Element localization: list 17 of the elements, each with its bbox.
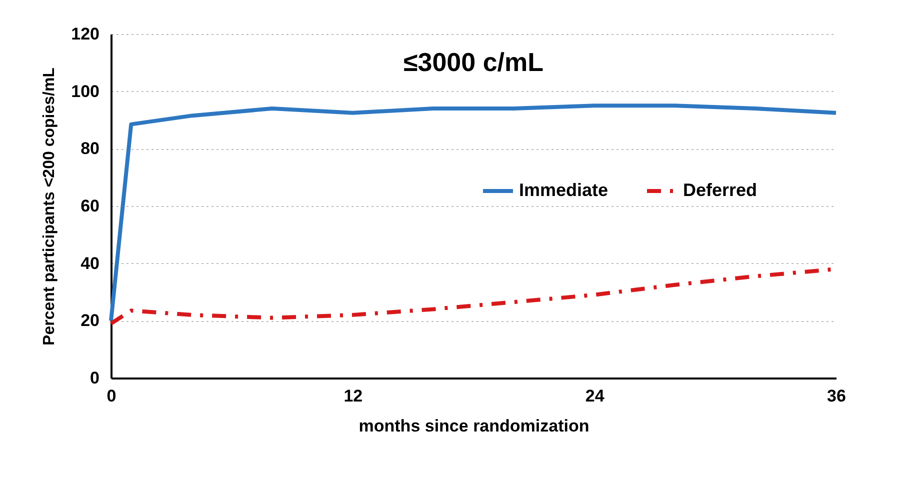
text: ≤3000 c/mL (403, 47, 544, 77)
x-tick-label: 0 (106, 386, 116, 406)
x-axis-title: months since randomization (358, 416, 590, 436)
y-tick-label: 40 (80, 254, 100, 273)
x-tick-label: 12 (344, 386, 363, 406)
line-series (109, 104, 838, 323)
y-tick-label: 100 (71, 82, 100, 101)
legend-label: Immediate (519, 180, 608, 200)
y-tick-label: 120 (71, 24, 100, 44)
y-tick-label: 60 (80, 196, 100, 216)
legend-label: Deferred (683, 180, 758, 200)
x-tick-label: 36 (827, 386, 846, 406)
y-tick-label: 80 (80, 139, 100, 158)
y-tick-label: 20 (80, 311, 100, 330)
y-tick-label: 0 (90, 368, 100, 388)
y-axis-title: Percent participants <200 copies/mL (41, 67, 58, 346)
x-tick-label: 24 (585, 386, 605, 406)
